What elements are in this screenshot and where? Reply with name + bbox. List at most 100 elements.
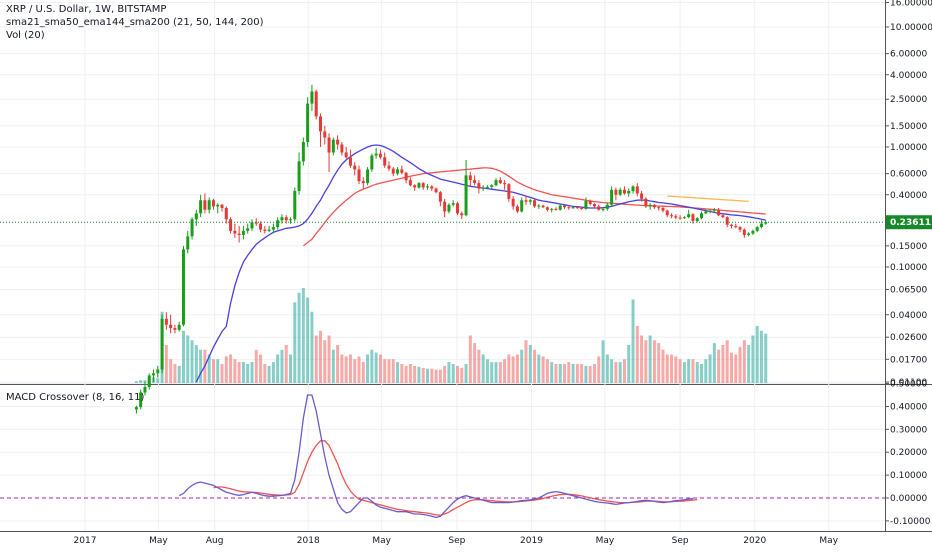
candle-body	[631, 186, 635, 191]
price-tick-label: 0.06500	[890, 285, 927, 295]
volume-bar	[464, 364, 468, 383]
candle-body	[477, 183, 481, 189]
volume-bar	[177, 365, 181, 383]
volume-bar	[366, 354, 370, 383]
candle-body	[717, 209, 721, 216]
volume-bar	[545, 359, 549, 383]
volume-bar	[194, 345, 198, 383]
candle-body	[280, 217, 284, 221]
candle-body	[276, 220, 280, 228]
candle-body	[314, 91, 318, 117]
candle-body	[601, 208, 605, 210]
candle-body	[301, 142, 305, 162]
volume-bar	[485, 359, 489, 383]
candle-body	[652, 204, 656, 208]
candle-body	[751, 230, 755, 234]
volume-bar	[665, 354, 669, 383]
volume-bar	[314, 335, 318, 383]
candle-body	[164, 318, 168, 325]
volume-bar	[348, 354, 352, 383]
volume-bar	[224, 356, 228, 383]
macd-tick-label: 0.50000	[890, 380, 927, 390]
volume-bar	[331, 349, 335, 383]
volume-bar	[721, 345, 725, 383]
volume-bar	[400, 364, 404, 383]
volume-bar	[134, 381, 138, 383]
volume-bar	[601, 340, 605, 383]
candle-body	[524, 200, 528, 202]
volume-bar	[190, 340, 194, 383]
volume-bar	[301, 288, 305, 383]
candle-body	[366, 169, 370, 184]
candle-body	[263, 229, 267, 231]
price-tick-label: 6.00000	[890, 50, 927, 60]
candle-body	[695, 218, 699, 221]
volume-bar	[494, 362, 498, 383]
x-tick-label: 2019	[520, 536, 543, 546]
candle-body	[665, 210, 669, 216]
last-price-label: 0.23611	[890, 218, 931, 228]
volume-bar	[207, 354, 211, 383]
candle-body	[657, 207, 661, 209]
volume-bar	[575, 364, 579, 383]
volume-bar	[503, 359, 507, 383]
candle-body	[438, 192, 442, 202]
candle-body	[327, 137, 331, 153]
candle-body	[687, 214, 691, 218]
ema144-line	[667, 195, 749, 203]
price-tick-label: 10.00000	[890, 23, 932, 33]
candle-body	[558, 205, 562, 210]
volume-bar	[528, 345, 532, 383]
candle-body	[618, 189, 622, 195]
ma-layer	[195, 144, 766, 383]
candle-body	[700, 213, 704, 219]
candle-body	[370, 155, 374, 170]
candle-body	[434, 188, 438, 193]
volume-bar	[584, 365, 588, 383]
candle-body	[661, 208, 665, 211]
price-tick-label: 1.00000	[890, 143, 927, 153]
candle-body	[712, 209, 716, 211]
candle-body	[473, 180, 477, 184]
price-tick-label: 0.01100	[890, 378, 927, 388]
volume-bar	[404, 365, 408, 383]
candle-body	[233, 230, 237, 234]
volume-bar	[357, 356, 361, 383]
volume-bar	[712, 343, 716, 383]
candle-body	[194, 213, 198, 220]
candle-body	[635, 186, 639, 194]
volume-bar	[734, 354, 738, 383]
candle-body	[580, 208, 584, 210]
volume-bar	[383, 359, 387, 383]
candle-body	[494, 180, 498, 186]
candle-body	[408, 180, 412, 186]
x-tick-label: 2018	[297, 536, 320, 546]
volume-bar	[682, 362, 686, 383]
volume-bar	[695, 362, 699, 383]
volume-bar	[738, 346, 742, 383]
candle-body	[640, 193, 644, 199]
volume-bar	[652, 340, 656, 383]
volume-bar	[473, 343, 477, 383]
volume-bar	[515, 354, 519, 383]
volume-bar	[674, 356, 678, 383]
candle-body	[190, 219, 194, 237]
candle-body	[143, 387, 147, 393]
candle-body	[310, 91, 314, 104]
macd-signal-line	[213, 440, 698, 516]
macd-tick-label: 0.40000	[890, 402, 927, 412]
volume-bar	[408, 364, 412, 383]
candle-body	[306, 103, 310, 143]
candle-body	[147, 375, 151, 387]
volume-bar	[751, 335, 755, 383]
volume-bar	[610, 359, 614, 383]
volume-bar	[164, 345, 168, 383]
volume-bar	[263, 364, 267, 383]
volume-layer	[134, 288, 768, 383]
candle-body	[318, 116, 322, 132]
volume-bar	[644, 340, 648, 383]
volume-bar	[670, 354, 674, 383]
candle-body	[622, 189, 626, 194]
candle-body	[271, 227, 275, 230]
candle-body	[451, 203, 455, 205]
